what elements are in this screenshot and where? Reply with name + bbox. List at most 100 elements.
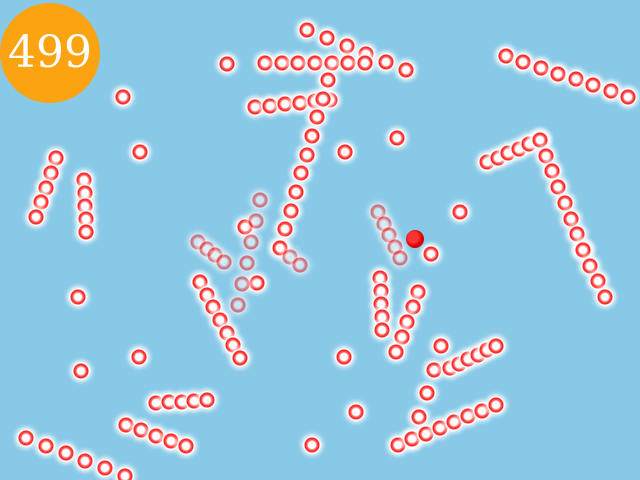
ball-icon [292,164,311,183]
ball-icon [303,436,321,454]
ball-icon [417,424,435,443]
ball-icon [313,89,332,108]
ball-icon [422,245,440,263]
ball-icon [397,61,415,79]
ball-icon [567,225,586,244]
ball-icon [424,360,443,379]
ball-icon [537,146,556,165]
ball-icon [566,70,585,89]
ball-icon [514,52,533,71]
ball-icon [291,93,309,112]
ball-icon [162,431,180,450]
ball-icon [77,223,95,241]
ball-icon [387,343,405,361]
ball-icon [581,256,600,275]
ball-icon [215,253,233,271]
ball-icon [246,212,265,230]
ball-icon [177,437,195,455]
ball-icon [432,337,450,355]
ball-icon [287,183,305,201]
ball-icon [303,127,321,145]
ball-icon [398,313,416,331]
ball-icon [410,407,429,426]
ball-icon [347,403,365,421]
ball-icon [543,162,562,181]
ball-icon [32,193,50,212]
ball-icon [130,348,148,366]
ball-icon [131,143,149,161]
ball-icon [276,95,294,114]
ball-icon [388,129,406,147]
ball-icon [37,178,55,197]
ball-icon [459,407,477,426]
score-value: 499 [8,27,92,78]
ball-icon [373,321,391,339]
ball-icon [231,349,249,367]
ball-icon [306,54,324,72]
ball-icon [549,178,568,197]
ball-icon [233,275,252,293]
score-badge: 499 [0,3,100,103]
ball-icon [256,54,274,72]
ball-icon [42,163,60,182]
ball-icon [116,467,134,480]
ball-icon [56,444,75,463]
ball-icon [445,413,463,432]
ball-icon [76,451,95,470]
ball-icon [596,288,614,306]
ball-icon [584,76,603,95]
ball-icon [403,430,421,449]
ball-icon [389,436,407,454]
ball-icon [251,191,269,209]
ball-icon [619,88,637,106]
ball-icon [229,296,247,314]
ball-icon [218,55,236,73]
ball-icon [487,337,505,355]
ball-icon [132,421,150,440]
ball-icon [392,328,411,346]
ball-icon [272,54,291,72]
ball-icon [17,429,35,447]
ball-icon [601,82,620,101]
ball-icon [531,131,549,149]
ball-icon [246,98,264,116]
ball-icon [114,88,132,106]
ball-icon [198,391,216,409]
ball-icon [487,396,505,414]
ball-icon [242,233,261,251]
ball-icon [117,416,135,434]
ball-icon [237,254,256,272]
ball-icon [497,47,515,65]
ball-icon [335,348,353,366]
ball-icon [69,288,87,306]
ball-icon [531,58,550,77]
ball-icon [72,362,90,380]
ball-icon [297,145,316,164]
ball-icon [431,418,449,437]
ball-icon [391,249,409,267]
ball-icon [409,283,427,301]
ball-icon [281,201,300,220]
ball-icon [261,96,279,115]
ball-icon [356,54,374,72]
ball-icon [473,401,491,420]
ball-icon [339,54,358,72]
ball-icon [248,274,266,292]
ball-icon [574,241,592,259]
ball-icon [337,37,356,55]
ball-icon [336,143,354,161]
player-ball-icon[interactable] [406,230,424,248]
ball-icon [47,149,65,167]
ball-icon [298,21,316,39]
ball-icon [147,426,165,445]
ball-icon [322,54,341,72]
ball-icon [289,54,308,72]
ball-icon [377,53,396,71]
ball-icon [27,208,45,226]
ball-icon [561,209,580,228]
ball-icon [308,108,327,127]
ball-icon [291,256,309,274]
ball-icon [555,193,574,212]
